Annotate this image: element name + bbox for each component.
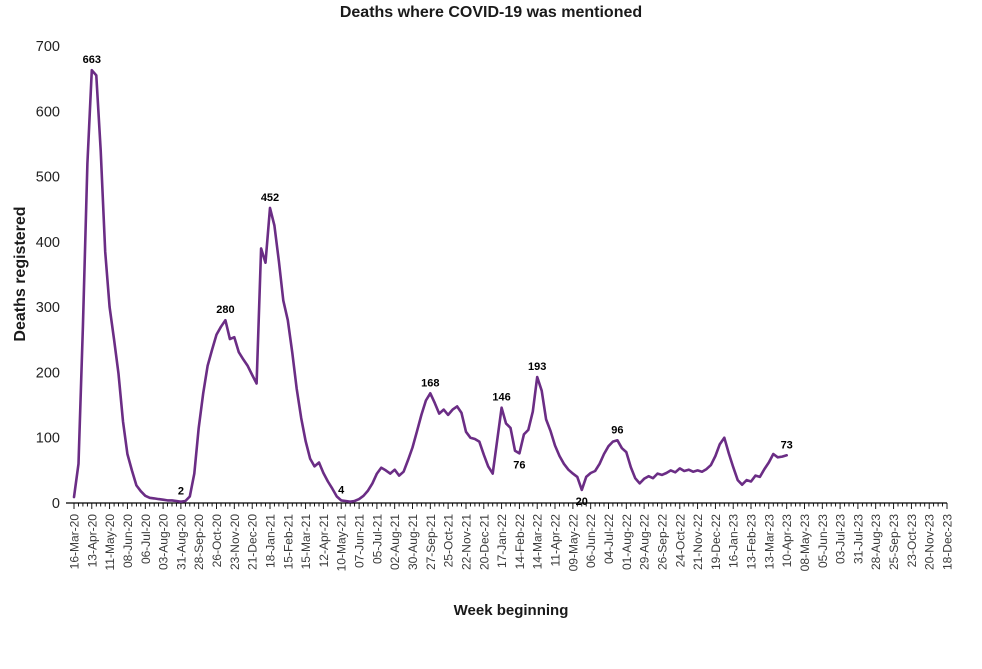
svg-text:02-Aug-21: 02-Aug-21	[388, 514, 402, 570]
svg-text:11-Apr-22: 11-Apr-22	[549, 514, 563, 567]
svg-text:400: 400	[36, 235, 60, 251]
y-axis-tick-labels: 0 100 200 300 400 500 600 700	[36, 39, 60, 512]
data-point-annotations: 663 2 280 452 4 168 146 76 193 20 96 73	[83, 54, 793, 508]
svg-text:20-Nov-23: 20-Nov-23	[923, 514, 937, 570]
svg-text:03-Aug-20: 03-Aug-20	[157, 514, 171, 570]
svg-text:22-Nov-21: 22-Nov-21	[459, 514, 473, 570]
svg-text:01-Aug-22: 01-Aug-22	[620, 514, 634, 570]
svg-text:10-May-21: 10-May-21	[335, 514, 349, 572]
svg-text:20-Dec-21: 20-Dec-21	[477, 514, 491, 570]
svg-text:31-Jul-23: 31-Jul-23	[851, 514, 865, 564]
svg-text:13-Apr-20: 13-Apr-20	[85, 514, 99, 568]
svg-text:21-Dec-20: 21-Dec-20	[246, 514, 260, 570]
annotation-20: 20	[576, 496, 588, 508]
annotation-73: 73	[781, 439, 793, 451]
svg-text:16-Mar-20: 16-Mar-20	[68, 514, 82, 570]
svg-text:18-Dec-23: 18-Dec-23	[941, 514, 955, 570]
svg-text:30-Aug-21: 30-Aug-21	[406, 514, 420, 570]
svg-text:05-Jul-21: 05-Jul-21	[370, 514, 384, 564]
annotation-2: 2	[178, 486, 184, 498]
svg-text:500: 500	[36, 170, 60, 186]
svg-text:14-Feb-22: 14-Feb-22	[513, 514, 527, 570]
svg-text:08-Jun-20: 08-Jun-20	[121, 514, 135, 568]
svg-text:07-Jun-21: 07-Jun-21	[353, 514, 367, 568]
svg-text:16-Jan-23: 16-Jan-23	[727, 514, 741, 568]
annotation-76: 76	[513, 459, 525, 471]
annotation-168: 168	[421, 377, 439, 389]
x-axis-ticks	[73, 503, 948, 509]
annotation-663: 663	[83, 54, 101, 66]
svg-text:15-Mar-21: 15-Mar-21	[299, 514, 313, 570]
svg-text:21-Nov-22: 21-Nov-22	[691, 514, 705, 570]
deaths-line-series	[72, 68, 788, 503]
annotation-96: 96	[611, 424, 623, 436]
svg-text:18-Jan-21: 18-Jan-21	[263, 514, 277, 568]
svg-text:19-Dec-22: 19-Dec-22	[709, 514, 723, 570]
svg-text:06-Jul-20: 06-Jul-20	[139, 514, 153, 564]
svg-text:27-Sep-21: 27-Sep-21	[424, 514, 438, 570]
annotation-193: 193	[528, 361, 546, 373]
svg-text:25-Sep-23: 25-Sep-23	[887, 514, 901, 570]
svg-text:09-May-22: 09-May-22	[566, 514, 580, 572]
svg-text:24-Oct-22: 24-Oct-22	[673, 514, 687, 568]
annotation-452: 452	[261, 192, 279, 204]
svg-text:13-Mar-23: 13-Mar-23	[762, 514, 776, 570]
svg-text:100: 100	[36, 431, 60, 447]
chart-title: Deaths where COVID-19 was mentioned	[339, 4, 643, 21]
svg-text:700: 700	[36, 39, 60, 55]
svg-text:06-Jun-22: 06-Jun-22	[584, 514, 598, 568]
svg-text:26-Oct-20: 26-Oct-20	[210, 514, 224, 568]
svg-text:31-Aug-20: 31-Aug-20	[174, 514, 188, 570]
svg-text:0: 0	[52, 496, 60, 512]
annotation-280: 280	[216, 304, 234, 316]
svg-text:26-Sep-22: 26-Sep-22	[655, 514, 669, 570]
svg-text:15-Feb-21: 15-Feb-21	[281, 514, 295, 570]
annotation-146: 146	[492, 392, 510, 404]
x-axis-title: Week beginning	[453, 602, 569, 619]
svg-text:05-Jun-23: 05-Jun-23	[816, 514, 830, 568]
svg-text:25-Oct-21: 25-Oct-21	[442, 514, 456, 568]
svg-text:03-Jul-23: 03-Jul-23	[834, 514, 848, 564]
svg-text:08-May-23: 08-May-23	[798, 514, 812, 572]
svg-text:10-Apr-23: 10-Apr-23	[780, 514, 794, 568]
svg-text:300: 300	[36, 300, 60, 316]
svg-text:23-Oct-23: 23-Oct-23	[905, 514, 919, 568]
annotation-4: 4	[338, 484, 345, 496]
svg-text:28-Sep-20: 28-Sep-20	[192, 514, 206, 570]
x-axis-tick-labels: 16-Mar-20 13-Apr-20 11-May-20 08-Jun-20 06-J…	[68, 514, 955, 572]
svg-text:28-Aug-23: 28-Aug-23	[869, 514, 883, 570]
svg-text:11-May-20: 11-May-20	[103, 514, 117, 571]
svg-text:17-Jan-22: 17-Jan-22	[495, 514, 509, 568]
svg-text:29-Aug-22: 29-Aug-22	[638, 514, 652, 570]
svg-text:200: 200	[36, 365, 60, 381]
svg-text:13-Feb-23: 13-Feb-23	[745, 514, 759, 570]
svg-text:12-Apr-21: 12-Apr-21	[317, 514, 331, 568]
svg-text:04-Jul-22: 04-Jul-22	[602, 514, 616, 564]
svg-text:14-Mar-22: 14-Mar-22	[531, 514, 545, 570]
svg-text:23-Nov-20: 23-Nov-20	[228, 514, 242, 570]
svg-text:600: 600	[36, 104, 60, 120]
